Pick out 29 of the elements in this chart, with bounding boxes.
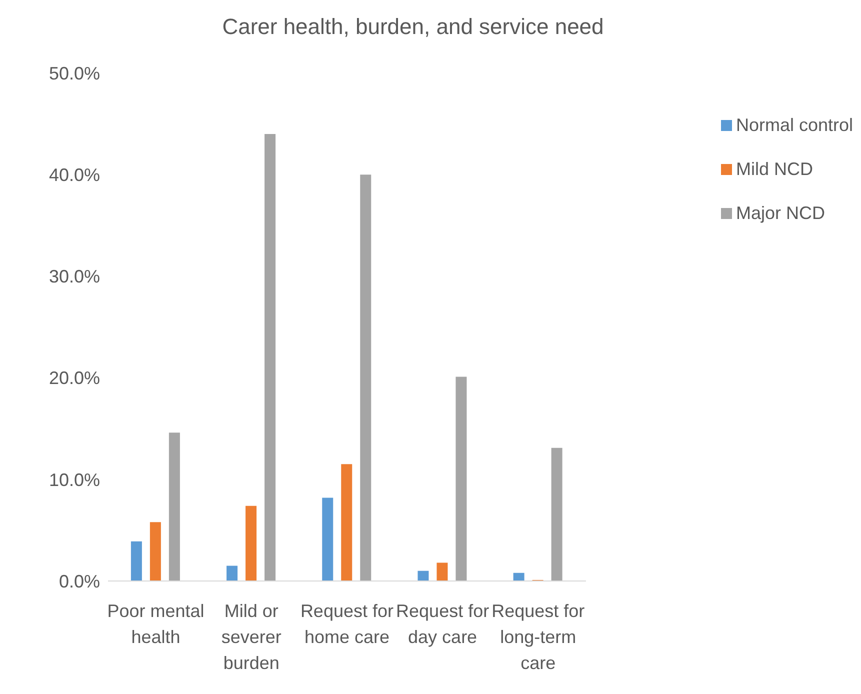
y-tick-label: 30.0% xyxy=(48,266,100,287)
y-tick-label: 50.0% xyxy=(48,63,100,84)
bar xyxy=(551,448,562,581)
bar xyxy=(418,570,429,581)
bar xyxy=(168,432,180,581)
bar xyxy=(130,541,142,581)
bar xyxy=(513,572,524,581)
bar xyxy=(322,498,334,581)
bar xyxy=(360,174,372,581)
bar xyxy=(226,566,238,581)
x-tick-label: Request for long-term care xyxy=(492,601,585,673)
x-tick-label: Request for home care xyxy=(300,601,394,647)
chart-title: Carer health, burden, and service need xyxy=(221,14,605,40)
x-tick-label: Mild or severer burden xyxy=(221,601,282,673)
y-tick-label: 10.0% xyxy=(48,470,100,490)
bar xyxy=(436,562,448,581)
bar xyxy=(150,522,161,581)
y-tick-label: 20.0% xyxy=(48,368,100,388)
x-tick-label: Poor mental health xyxy=(107,601,204,647)
y-tick-label: 0.0% xyxy=(58,571,100,592)
x-tick-label: Request for day care xyxy=(396,601,490,647)
bar xyxy=(264,134,276,581)
bar xyxy=(456,376,467,581)
bar xyxy=(246,506,257,581)
legend-label: Normal control xyxy=(736,114,853,137)
legend-label: Mild NCD xyxy=(736,158,813,181)
bar xyxy=(341,464,352,581)
legend-label: Major NCD xyxy=(736,202,825,225)
y-tick-label: 40.0% xyxy=(48,164,100,185)
